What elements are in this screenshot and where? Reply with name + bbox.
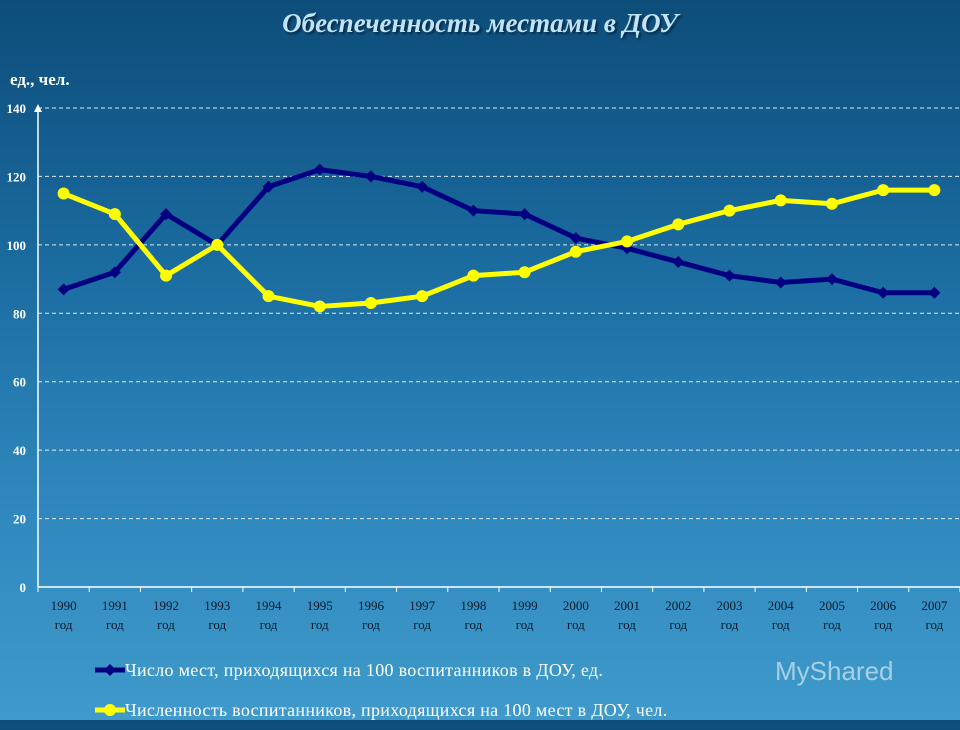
x-tick-label-year: 1994 xyxy=(256,598,283,613)
data-point-places xyxy=(672,255,685,268)
data-point-places xyxy=(825,273,838,286)
x-tick-label-unit: год xyxy=(823,617,841,632)
data-point-children xyxy=(723,204,736,217)
series-line-children xyxy=(62,187,935,309)
data-point-places xyxy=(928,286,941,299)
legend-label-places: Число мест, приходящихся на 100 воспитан… xyxy=(125,659,604,680)
x-tick-label-unit: год xyxy=(311,617,329,632)
x-tick-label-year: 1993 xyxy=(204,598,230,613)
data-point-places xyxy=(467,204,480,217)
x-tick-label-year: 2005 xyxy=(819,598,845,613)
x-tick-label-unit: год xyxy=(106,617,124,632)
legend: Число мест, приходящихся на 100 воспитан… xyxy=(95,650,668,730)
y-tick-label: 80 xyxy=(13,306,26,321)
x-tick-label-year: 2007 xyxy=(921,598,948,613)
watermark-logo: MyShared xyxy=(775,656,894,686)
x-tick-label-unit: год xyxy=(721,617,739,632)
y-tick-label: 100 xyxy=(7,238,27,253)
legend-item-children: Численность воспитанников, приходящихся … xyxy=(95,690,668,730)
legend-item-places: Число мест, приходящихся на 100 воспитан… xyxy=(95,650,668,690)
x-tick-label-year: 1997 xyxy=(409,598,436,613)
data-point-children xyxy=(364,297,377,310)
data-point-places xyxy=(262,180,275,193)
x-tick-label-unit: год xyxy=(874,617,892,632)
x-tick-label-year: 1995 xyxy=(307,598,333,613)
chart-title: Обеспеченность местами в ДОУ xyxy=(282,8,678,38)
y-tick-label: 120 xyxy=(7,169,27,184)
x-tick-label-year: 1991 xyxy=(102,598,128,613)
x-tick-label-year: 1998 xyxy=(460,598,486,613)
x-tick-label-unit: год xyxy=(157,617,175,632)
series-line-places xyxy=(62,167,935,296)
x-tick-label-year: 2004 xyxy=(768,598,795,613)
data-point-places xyxy=(57,283,70,296)
legend-label-children: Численность воспитанников, приходящихся … xyxy=(125,699,668,720)
data-point-children xyxy=(467,269,480,282)
x-tick-label-unit: год xyxy=(465,617,483,632)
x-tick-label-unit: год xyxy=(55,617,73,632)
legend-marker-circle-icon xyxy=(95,704,125,716)
data-point-children xyxy=(518,266,531,279)
x-tick-label-unit: год xyxy=(567,617,585,632)
x-tick-label-unit: год xyxy=(772,617,790,632)
x-tick-label-year: 1992 xyxy=(153,598,179,613)
x-tick-label-year: 1996 xyxy=(358,598,385,613)
x-tick-label-unit: год xyxy=(516,617,534,632)
y-tick-label: 20 xyxy=(13,512,26,527)
data-point-places xyxy=(518,208,531,221)
x-tick-label-year: 2003 xyxy=(717,598,743,613)
data-point-children xyxy=(672,218,685,231)
x-tick-label-unit: год xyxy=(362,617,380,632)
legend-marker-diamond-icon xyxy=(95,664,125,676)
y-axis-unit-label: ед., чел. xyxy=(10,70,70,89)
data-point-places xyxy=(313,163,326,176)
data-point-children xyxy=(416,290,429,303)
data-point-children xyxy=(57,187,70,200)
data-point-places xyxy=(723,269,736,282)
x-tick-label-year: 1990 xyxy=(51,598,77,613)
data-point-places xyxy=(569,232,582,245)
y-axis-arrow-icon xyxy=(34,104,42,112)
x-tick-label-unit: год xyxy=(208,617,226,632)
x-tick-label-year: 1999 xyxy=(512,598,538,613)
x-tick-label-unit: год xyxy=(618,617,636,632)
data-point-places xyxy=(774,276,787,289)
y-tick-label: 140 xyxy=(7,101,27,116)
data-point-children xyxy=(825,197,838,210)
data-point-places xyxy=(416,180,429,193)
data-point-children xyxy=(928,184,941,197)
data-point-places xyxy=(108,266,121,279)
x-tick-label-year: 2000 xyxy=(563,598,589,613)
data-point-children xyxy=(313,300,326,313)
data-point-children xyxy=(774,194,787,207)
data-point-children xyxy=(621,235,634,248)
x-tick-label-unit: год xyxy=(260,617,278,632)
x-tick-label-year: 2002 xyxy=(665,598,691,613)
x-tick-label-year: 2001 xyxy=(614,598,640,613)
data-point-children xyxy=(569,245,582,258)
x-tick-label-year: 2006 xyxy=(870,598,897,613)
data-point-places xyxy=(160,208,173,221)
data-point-children xyxy=(160,269,173,282)
data-point-places xyxy=(877,286,890,299)
x-tick-label-unit: год xyxy=(413,617,431,632)
data-point-children xyxy=(262,290,275,303)
data-point-children xyxy=(108,208,121,221)
x-tick-label-unit: год xyxy=(669,617,687,632)
data-point-children xyxy=(211,238,224,251)
y-tick-label: 60 xyxy=(13,375,26,390)
x-tick-label-unit: год xyxy=(926,617,944,632)
y-tick-label: 40 xyxy=(13,443,26,458)
y-tick-label: 0 xyxy=(20,580,27,595)
data-point-children xyxy=(877,184,890,197)
data-point-places xyxy=(364,170,377,183)
